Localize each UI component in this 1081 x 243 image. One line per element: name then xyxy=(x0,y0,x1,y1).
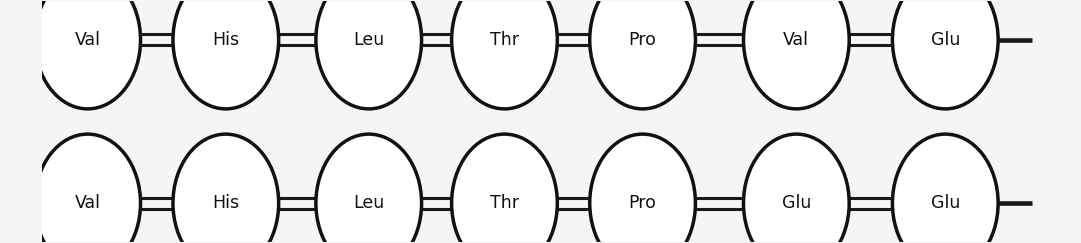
Ellipse shape xyxy=(452,134,558,243)
Text: Glu: Glu xyxy=(931,194,960,212)
Text: Thr: Thr xyxy=(490,194,519,212)
Text: His: His xyxy=(212,194,239,212)
Ellipse shape xyxy=(744,0,850,109)
Ellipse shape xyxy=(452,0,558,109)
Ellipse shape xyxy=(35,0,141,109)
Ellipse shape xyxy=(35,134,141,243)
Text: Glu: Glu xyxy=(782,194,811,212)
Ellipse shape xyxy=(316,134,422,243)
Text: Thr: Thr xyxy=(490,31,519,49)
Ellipse shape xyxy=(590,0,695,109)
Ellipse shape xyxy=(316,0,422,109)
Text: Pro: Pro xyxy=(629,31,656,49)
Ellipse shape xyxy=(744,134,850,243)
Ellipse shape xyxy=(893,134,998,243)
Ellipse shape xyxy=(893,0,998,109)
Ellipse shape xyxy=(590,134,695,243)
Text: Val: Val xyxy=(784,31,810,49)
Text: Glu: Glu xyxy=(931,31,960,49)
Text: Val: Val xyxy=(75,194,101,212)
Ellipse shape xyxy=(173,0,279,109)
Text: Leu: Leu xyxy=(353,31,385,49)
Text: His: His xyxy=(212,31,239,49)
Text: Leu: Leu xyxy=(353,194,385,212)
Ellipse shape xyxy=(173,134,279,243)
Text: Pro: Pro xyxy=(629,194,656,212)
Text: Val: Val xyxy=(75,31,101,49)
